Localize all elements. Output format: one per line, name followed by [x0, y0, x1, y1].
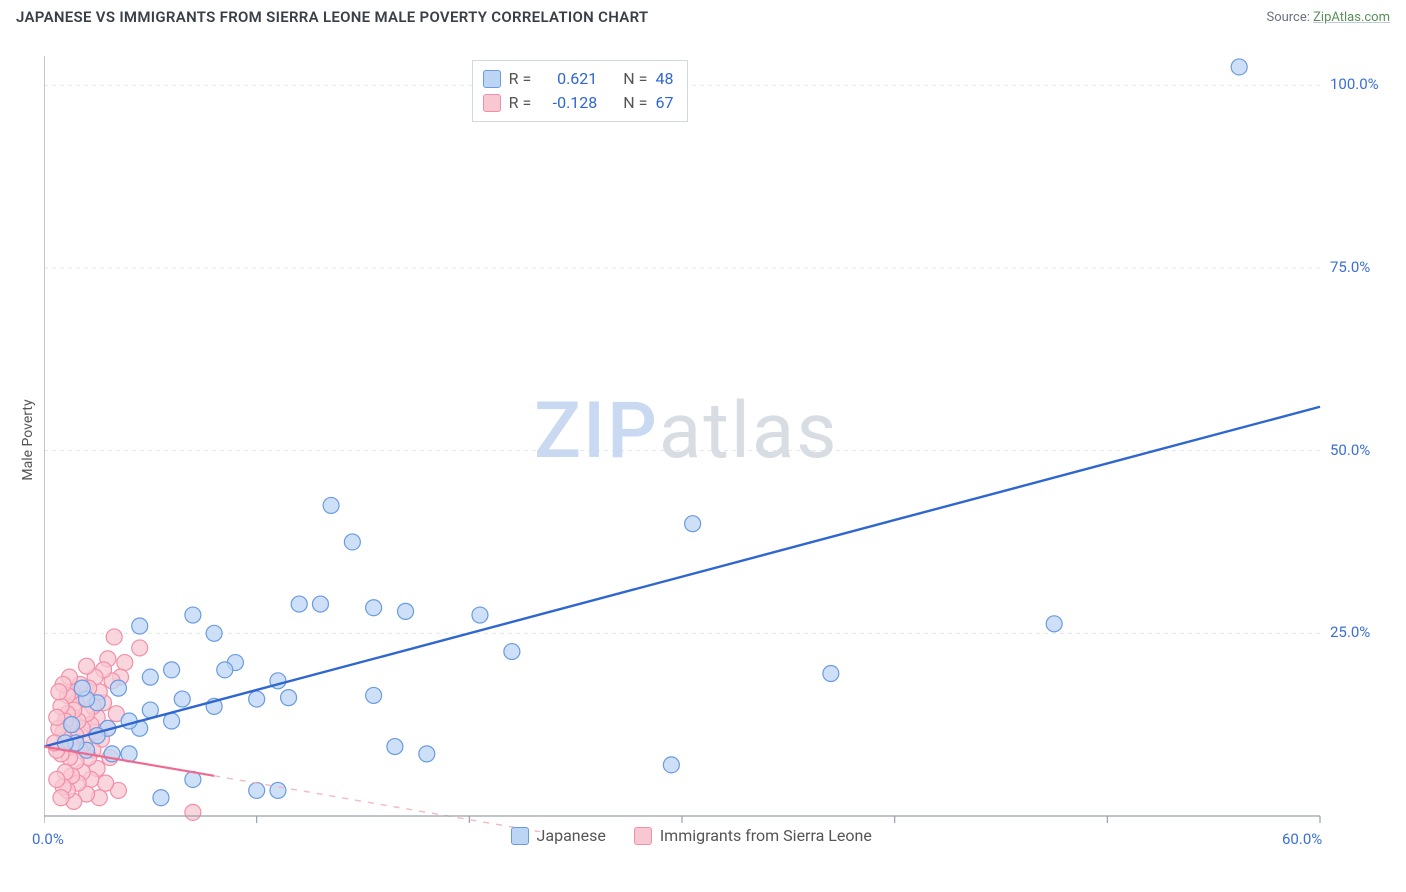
chart-plot-area: ZIPatlas R =0.621N =48R =-0.128N =67 Jap… [44, 56, 1340, 832]
trendline-series-a [44, 407, 1320, 747]
point-series-a [387, 739, 403, 755]
point-series-a [344, 534, 360, 550]
point-series-b [51, 684, 67, 700]
r-label: R = [509, 67, 532, 91]
legend-swatch [634, 827, 652, 845]
point-series-a [366, 687, 382, 703]
point-series-a [270, 782, 286, 798]
y-axis-label: Male Poverty [20, 399, 36, 480]
point-series-a [132, 618, 148, 634]
legend-stat-row: R = -0.128 N = 67 [483, 91, 674, 115]
point-series-a [419, 746, 435, 762]
n-value: 48 [655, 67, 673, 91]
point-series-a [291, 596, 307, 612]
n-label: N = [623, 67, 647, 91]
point-series-a [249, 691, 265, 707]
point-series-a [174, 691, 190, 707]
point-series-a [164, 713, 180, 729]
point-series-a [323, 497, 339, 513]
source-prefix: Source: [1266, 10, 1313, 25]
r-label: R = [509, 91, 532, 115]
point-series-b [98, 775, 114, 791]
point-series-a [249, 782, 265, 798]
point-series-b [106, 629, 122, 645]
y-tick-label: 50.0% [1330, 441, 1390, 459]
x-tick-label: 0.0% [32, 830, 64, 848]
chart-svg [44, 56, 1340, 832]
point-series-b [49, 709, 65, 725]
point-series-b [53, 790, 69, 806]
trendline-series-b-extrap [214, 776, 576, 832]
n-label: N = [623, 91, 647, 115]
point-series-a [217, 662, 233, 678]
legend-item: Japanese [511, 826, 606, 845]
legend-label: Immigrants from Sierra Leone [660, 826, 872, 845]
legend-series: Japanese Immigrants from Sierra Leone [511, 826, 872, 845]
y-tick-label: 100.0% [1330, 75, 1390, 93]
y-tick-label: 25.0% [1330, 623, 1390, 641]
point-series-a [312, 596, 328, 612]
point-series-a [64, 717, 80, 733]
point-series-b [132, 640, 148, 656]
legend-item: Immigrants from Sierra Leone [634, 826, 872, 845]
chart-title: JAPANESE VS IMMIGRANTS FROM SIERRA LEONE… [16, 8, 648, 26]
source-link[interactable]: ZipAtlas.com [1313, 10, 1390, 25]
legend-label: Japanese [537, 826, 606, 845]
point-series-b [79, 658, 95, 674]
legend-stats-box: R = 0.621 N = 48 R = -0.128 N = 67 [472, 60, 689, 122]
point-series-a [74, 680, 90, 696]
point-series-a [685, 516, 701, 532]
point-series-a [398, 603, 414, 619]
source-label: Source: ZipAtlas.com [1266, 10, 1390, 25]
point-series-a [366, 600, 382, 616]
point-series-a [206, 625, 222, 641]
point-series-a [504, 644, 520, 660]
point-series-b [117, 655, 133, 671]
point-series-a [1231, 59, 1247, 75]
n-value: 67 [655, 91, 673, 115]
y-tick-label: 75.0% [1330, 258, 1390, 276]
point-series-b [185, 804, 201, 820]
legend-swatch [483, 94, 501, 112]
point-series-b [49, 771, 65, 787]
point-series-a [281, 690, 297, 706]
point-series-a [110, 680, 126, 696]
point-series-a [472, 607, 488, 623]
point-series-a [142, 669, 158, 685]
legend-swatch [511, 827, 529, 845]
point-series-a [164, 662, 180, 678]
x-tick-label: 60.0% [1282, 830, 1322, 848]
legend-stat-row: R = 0.621 N = 48 [483, 67, 674, 91]
point-series-a [823, 666, 839, 682]
r-value: -0.128 [539, 91, 597, 115]
point-series-a [1046, 616, 1062, 632]
r-value: 0.621 [539, 67, 597, 91]
point-series-a [663, 757, 679, 773]
point-series-a [153, 790, 169, 806]
point-series-a [185, 607, 201, 623]
legend-swatch [483, 70, 501, 88]
